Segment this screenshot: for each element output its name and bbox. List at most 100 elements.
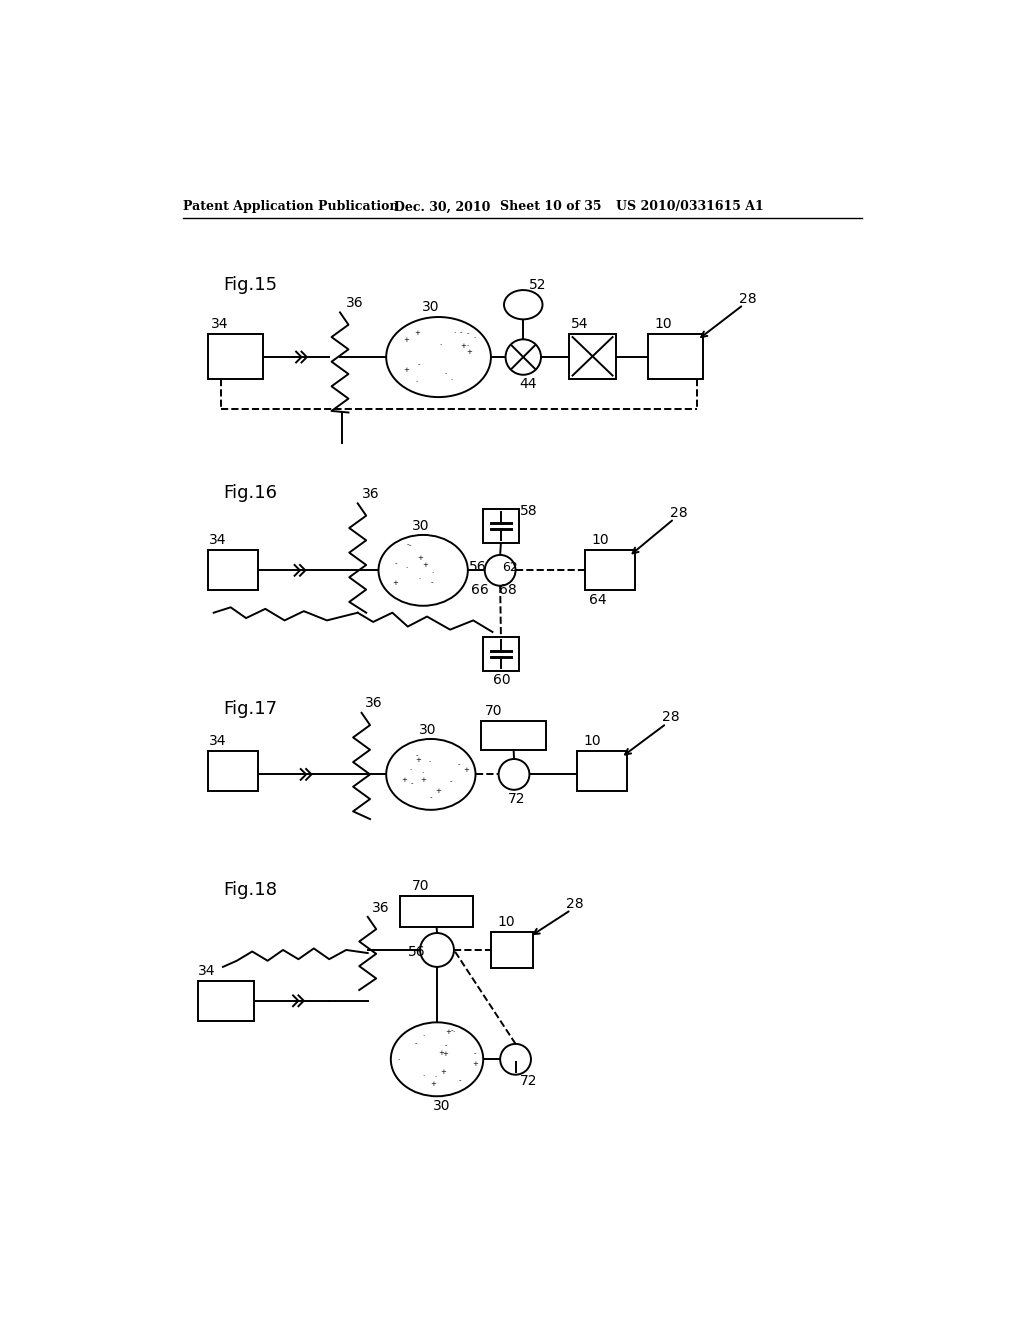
Ellipse shape	[386, 739, 475, 809]
Text: ·: ·	[454, 330, 456, 337]
Text: +: +	[442, 1051, 447, 1057]
Text: Fig.16: Fig.16	[223, 484, 276, 503]
Ellipse shape	[504, 290, 543, 319]
Text: 72: 72	[519, 1074, 537, 1088]
Text: -: -	[431, 579, 433, 585]
Text: +: +	[445, 1030, 452, 1035]
Text: 30: 30	[419, 723, 437, 737]
Text: 56: 56	[469, 560, 487, 574]
Text: +: +	[460, 343, 466, 348]
Text: ·: ·	[428, 759, 430, 766]
Text: 10: 10	[591, 533, 608, 548]
Text: 70: 70	[484, 705, 502, 718]
Text: ·: ·	[466, 343, 469, 348]
Text: -: -	[416, 752, 419, 758]
Text: +: +	[422, 562, 428, 568]
Text: 34: 34	[209, 734, 226, 748]
Text: 34: 34	[199, 964, 216, 978]
Text: -: -	[467, 330, 469, 337]
Text: ·: ·	[422, 770, 424, 776]
Text: +: +	[466, 348, 472, 355]
FancyBboxPatch shape	[569, 334, 615, 379]
Circle shape	[484, 554, 515, 586]
FancyBboxPatch shape	[208, 549, 258, 590]
FancyBboxPatch shape	[585, 550, 635, 590]
Text: 70: 70	[412, 879, 429, 894]
Ellipse shape	[379, 535, 468, 606]
Text: 10: 10	[497, 915, 515, 929]
Text: ·: ·	[397, 1057, 399, 1063]
Text: 56: 56	[408, 945, 425, 958]
Circle shape	[420, 933, 454, 966]
Text: 28: 28	[670, 506, 687, 520]
Text: 36: 36	[372, 900, 389, 915]
Circle shape	[500, 1044, 531, 1074]
Text: -: -	[409, 543, 412, 549]
FancyBboxPatch shape	[648, 334, 703, 379]
Text: -: -	[411, 780, 413, 787]
Text: 28: 28	[662, 710, 680, 725]
Text: +: +	[430, 1081, 436, 1088]
Text: 60: 60	[494, 673, 511, 688]
Text: 30: 30	[422, 300, 439, 314]
Text: ·: ·	[451, 378, 453, 383]
Text: +: +	[463, 767, 469, 774]
Text: Patent Application Publication: Patent Application Publication	[183, 201, 398, 214]
Text: Fig.15: Fig.15	[223, 276, 278, 294]
Text: ·: ·	[406, 565, 408, 572]
Text: 44: 44	[519, 378, 537, 391]
FancyBboxPatch shape	[199, 981, 254, 1020]
Text: 34: 34	[209, 532, 226, 546]
Text: -: -	[450, 777, 453, 784]
Text: 30: 30	[433, 1098, 451, 1113]
Text: ·: ·	[410, 767, 412, 774]
Text: 52: 52	[529, 279, 547, 293]
Circle shape	[499, 759, 529, 789]
Text: 72: 72	[508, 792, 525, 807]
FancyBboxPatch shape	[578, 751, 628, 792]
Text: +: +	[438, 1051, 444, 1056]
Text: +: +	[418, 556, 424, 561]
Text: 28: 28	[739, 292, 757, 305]
Text: -: -	[415, 1040, 418, 1047]
Text: ·: ·	[453, 1028, 455, 1035]
Text: 68: 68	[499, 583, 516, 598]
FancyBboxPatch shape	[483, 508, 518, 543]
Text: 66: 66	[471, 583, 488, 598]
Text: ·: ·	[434, 1074, 436, 1080]
FancyBboxPatch shape	[208, 751, 258, 792]
FancyBboxPatch shape	[208, 334, 263, 379]
Text: 30: 30	[412, 519, 429, 533]
Text: -: -	[459, 1077, 461, 1084]
Text: ·: ·	[439, 342, 441, 348]
FancyBboxPatch shape	[481, 721, 547, 750]
Text: -: -	[395, 560, 397, 566]
Text: ·: ·	[423, 1032, 425, 1039]
Text: 36: 36	[361, 487, 379, 502]
Text: -: -	[474, 1049, 476, 1056]
Text: 28: 28	[565, 896, 584, 911]
Text: 36: 36	[366, 697, 383, 710]
Text: +: +	[435, 788, 440, 795]
Text: +: +	[420, 777, 426, 783]
Text: -: -	[407, 541, 410, 548]
Text: 34: 34	[211, 317, 229, 331]
Text: +: +	[415, 330, 420, 337]
Text: 62: 62	[502, 561, 517, 574]
Text: -: -	[444, 1041, 446, 1048]
Text: +: +	[401, 777, 408, 783]
Text: -: -	[451, 1027, 453, 1034]
FancyBboxPatch shape	[490, 932, 534, 968]
Text: Dec. 30, 2010: Dec. 30, 2010	[394, 201, 490, 214]
Text: -: -	[458, 760, 460, 767]
Ellipse shape	[391, 1022, 483, 1096]
Text: 10: 10	[654, 317, 672, 331]
Text: ·: ·	[444, 371, 446, 378]
Text: 36: 36	[346, 296, 364, 310]
Text: 58: 58	[520, 504, 538, 517]
Text: 64: 64	[589, 593, 606, 607]
Circle shape	[506, 339, 541, 375]
FancyBboxPatch shape	[483, 638, 518, 671]
Text: 10: 10	[584, 734, 601, 748]
Text: ·: ·	[418, 576, 421, 582]
